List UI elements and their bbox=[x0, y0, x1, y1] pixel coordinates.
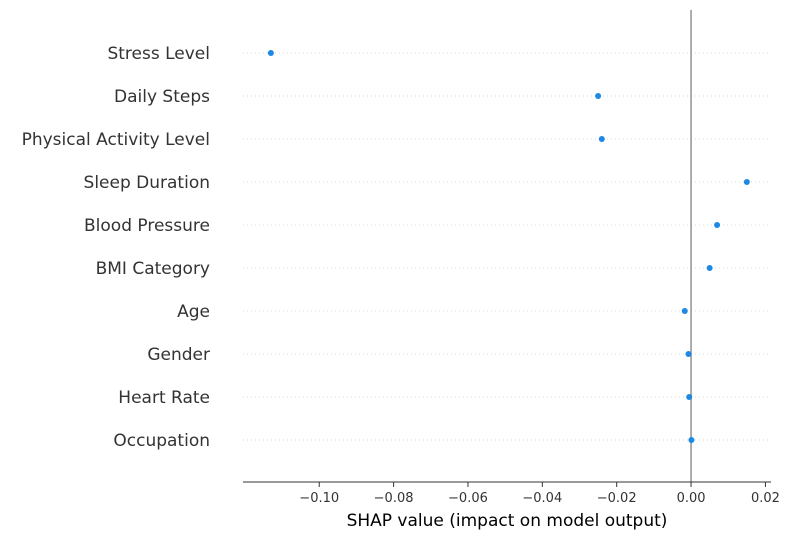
data-point bbox=[714, 222, 721, 228]
data-point bbox=[688, 437, 695, 443]
x-axis-title: SHAP value (impact on model output) bbox=[347, 511, 668, 531]
data-point bbox=[706, 265, 713, 271]
data-point bbox=[686, 394, 693, 400]
row-guides bbox=[243, 52, 771, 441]
x-tick-label: −0.04 bbox=[522, 491, 562, 506]
x-tick-label: 0.02 bbox=[751, 491, 780, 506]
data-points bbox=[267, 50, 750, 443]
feature-labels: Stress Level Daily Steps Physical Activity… bbox=[22, 44, 211, 451]
x-tick-label: −0.10 bbox=[299, 491, 339, 506]
feature-label: BMI Category bbox=[96, 259, 210, 279]
feature-label: Occupation bbox=[113, 431, 210, 451]
data-point bbox=[743, 179, 750, 185]
x-tick-label: −0.08 bbox=[374, 491, 414, 506]
feature-label: Gender bbox=[147, 345, 210, 365]
feature-label: Sleep Duration bbox=[84, 173, 210, 193]
feature-label: Stress Level bbox=[107, 44, 210, 64]
feature-label: Age bbox=[177, 302, 210, 322]
data-point bbox=[267, 50, 274, 56]
data-point bbox=[595, 93, 602, 99]
feature-label: Heart Rate bbox=[118, 388, 210, 408]
data-point bbox=[685, 351, 692, 357]
data-point bbox=[598, 136, 605, 142]
x-tick-label: 0.00 bbox=[677, 491, 706, 506]
feature-label: Blood Pressure bbox=[84, 216, 210, 236]
x-axis: −0.10 −0.08 −0.06 −0.04 −0.02 0.00 0.02 bbox=[243, 481, 780, 506]
data-point bbox=[681, 308, 688, 314]
x-tick-label: −0.02 bbox=[597, 491, 637, 506]
feature-label: Physical Activity Level bbox=[22, 130, 210, 150]
x-tick-label: −0.06 bbox=[448, 491, 488, 506]
feature-label: Daily Steps bbox=[114, 87, 210, 107]
